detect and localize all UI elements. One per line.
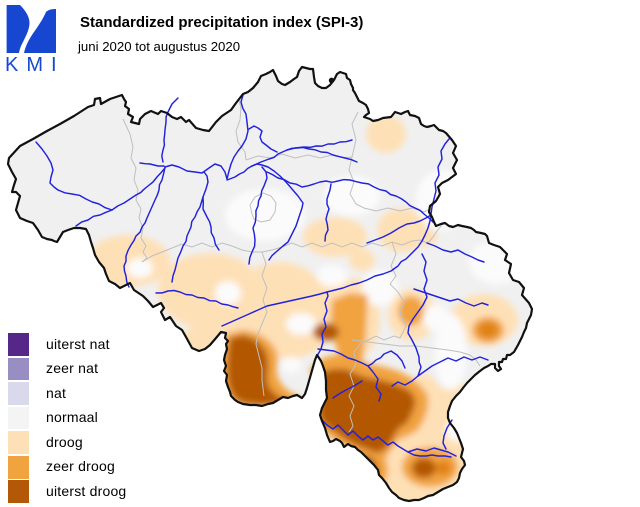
svg-text:KMI: KMI xyxy=(5,54,62,76)
